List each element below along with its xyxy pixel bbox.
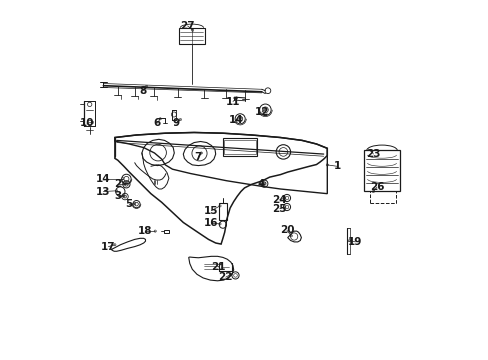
Text: 4: 4 bbox=[257, 179, 264, 189]
Text: 1: 1 bbox=[333, 161, 340, 171]
Text: 2: 2 bbox=[114, 179, 121, 189]
Text: 5: 5 bbox=[125, 199, 133, 210]
Text: 23: 23 bbox=[366, 149, 380, 159]
Text: 26: 26 bbox=[369, 182, 384, 192]
Text: 24: 24 bbox=[272, 195, 286, 205]
Bar bbox=[219, 203, 226, 220]
Text: 19: 19 bbox=[347, 237, 362, 247]
Bar bbox=[369, 191, 395, 203]
Text: 10: 10 bbox=[80, 118, 94, 128]
Bar bbox=[179, 28, 204, 44]
Text: 18: 18 bbox=[138, 226, 152, 236]
Bar bbox=[163, 230, 168, 233]
Text: 8: 8 bbox=[139, 86, 146, 96]
Text: 17: 17 bbox=[101, 242, 116, 252]
Bar bbox=[363, 150, 399, 191]
Text: 13: 13 bbox=[96, 186, 110, 197]
Text: 21: 21 bbox=[211, 262, 225, 272]
Text: 12: 12 bbox=[254, 107, 268, 117]
Text: 20: 20 bbox=[279, 225, 294, 235]
Text: 7: 7 bbox=[194, 152, 202, 162]
Bar bbox=[223, 138, 257, 156]
Text: 25: 25 bbox=[272, 204, 286, 214]
Text: 22: 22 bbox=[218, 272, 233, 282]
Text: 11: 11 bbox=[225, 96, 240, 107]
Text: 14: 14 bbox=[229, 114, 244, 125]
Bar bbox=[224, 140, 255, 154]
Text: 6: 6 bbox=[153, 118, 161, 128]
Text: 27: 27 bbox=[180, 21, 195, 31]
Text: 15: 15 bbox=[203, 206, 218, 216]
Text: 9: 9 bbox=[172, 118, 179, 128]
Text: 14: 14 bbox=[96, 174, 110, 184]
Text: 3: 3 bbox=[114, 191, 121, 201]
Text: 16: 16 bbox=[203, 218, 218, 228]
